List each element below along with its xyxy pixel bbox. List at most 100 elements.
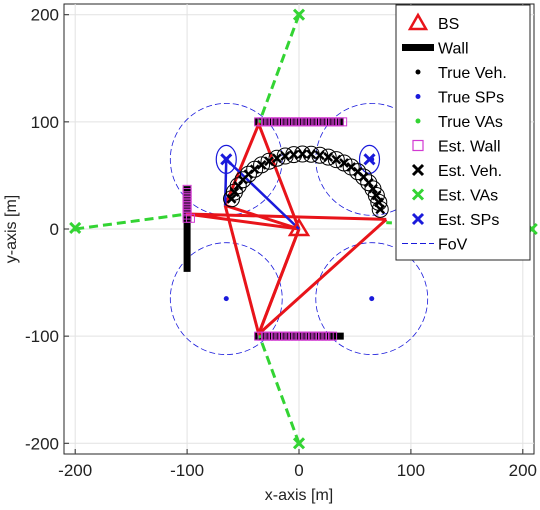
- true-veh-marker: [378, 207, 382, 211]
- y-axis-label: y-axis [m]: [3, 195, 20, 263]
- legend-cross-stroke: [411, 212, 425, 226]
- legend-item-tveh: True Veh.: [415, 65, 507, 82]
- true-veh-marker: [230, 197, 234, 201]
- va-path-top: [257, 14, 301, 125]
- true-veh-marker: [275, 156, 279, 160]
- path-los: [224, 203, 300, 231]
- x-tick-label: 0: [294, 461, 303, 480]
- true-veh-marker: [236, 184, 240, 188]
- legend-label: True VAs: [438, 114, 503, 131]
- y-tick-label: 0: [50, 220, 59, 239]
- est-sp-marker: [363, 153, 376, 166]
- legend-item-tva: True VAs: [415, 114, 503, 131]
- x-tick-label: -100: [170, 461, 204, 480]
- true-veh-marker: [283, 154, 287, 158]
- true-veh-marker: [241, 178, 245, 182]
- est-wall-marker: [338, 117, 348, 127]
- legend-item-ewall: Est. Wall: [412, 139, 501, 156]
- veh-uncertainty-circle: [253, 156, 271, 174]
- true-veh-marker: [349, 165, 353, 169]
- true-veh-marker: [362, 175, 366, 179]
- true-veh-marker: [377, 200, 381, 204]
- y-tick-label: 200: [31, 6, 59, 25]
- true-veh-marker: [292, 153, 296, 157]
- legend-item-tsp: True SPs: [415, 90, 504, 107]
- legend-est-wall-icon: [412, 139, 424, 152]
- est-wall-marker: [328, 331, 338, 341]
- legend-label: Est. Wall: [438, 139, 501, 156]
- true-veh-marker: [246, 172, 250, 176]
- x-axis-label: x-axis [m]: [265, 487, 333, 504]
- true-veh-marker: [253, 167, 257, 171]
- legend-item-fov: FoV: [402, 237, 468, 254]
- legend-true-va-icon: [415, 118, 421, 124]
- true-veh-marker: [371, 187, 375, 191]
- cross-stroke: [363, 153, 376, 166]
- y-tick-label: -200: [25, 434, 59, 453]
- legend-item-wall: Wall: [402, 41, 469, 58]
- legend-true-veh-icon: [415, 69, 421, 75]
- cross-stroke: [292, 437, 306, 450]
- path-bottom-right: [257, 218, 388, 336]
- est-wall-marker: [185, 213, 195, 223]
- veh-uncertainty-circle: [360, 174, 378, 192]
- veh-uncertainty-circle: [349, 163, 367, 181]
- est-sp-marker: [220, 153, 233, 166]
- bs-marker: [287, 217, 311, 237]
- legend-cross-stroke: [411, 163, 425, 177]
- veh-uncertainty-circle: [342, 158, 360, 176]
- x-tick-label: -200: [58, 461, 92, 480]
- true-veh-marker: [309, 152, 313, 156]
- legend-item-eveh: Est. Veh.: [411, 163, 502, 180]
- est-va-marker: [69, 221, 82, 234]
- fov-circle: [315, 242, 429, 355]
- legend-label: True Veh.: [438, 65, 507, 82]
- true-veh-marker: [374, 193, 378, 197]
- legend-item-eva: Est. VAs: [411, 188, 498, 205]
- true-sp-marker: [223, 296, 229, 302]
- true-veh-marker: [300, 152, 304, 156]
- true-veh-marker: [318, 153, 322, 157]
- legend-item-bs: BS: [407, 12, 459, 33]
- legend-item-esp: Est. SPs: [411, 212, 499, 229]
- veh-uncertainty-circle: [327, 151, 345, 169]
- cross-stroke: [292, 8, 306, 21]
- legend-label: Est. VAs: [438, 188, 498, 205]
- legend-true-sp-icon: [415, 94, 421, 99]
- va-path-bottom: [257, 333, 301, 444]
- veh-uncertainty-circle: [239, 165, 257, 183]
- fov-circle: [169, 242, 283, 355]
- veh-uncertainty-circle: [229, 177, 247, 195]
- true-veh-marker: [367, 181, 371, 185]
- true-veh-marker: [232, 190, 236, 194]
- legend-bs-icon: [407, 12, 429, 31]
- legend-label: Est. SPs: [438, 212, 499, 229]
- veh-uncertainty-circle: [355, 168, 373, 186]
- legend-label: Wall: [438, 41, 469, 58]
- true-sp-marker: [369, 296, 375, 302]
- cross-stroke: [69, 221, 82, 234]
- true-veh-marker: [326, 155, 330, 159]
- est-wall-marker: [182, 184, 192, 194]
- true-veh-marker: [267, 159, 271, 163]
- y-tick-label: -100: [25, 327, 59, 346]
- x-tick-label: 200: [509, 461, 537, 480]
- legend-cross-stroke: [411, 188, 425, 201]
- sp-ellipse: [358, 144, 381, 174]
- veh-uncertainty-circle: [260, 152, 278, 170]
- cross-stroke: [220, 153, 233, 166]
- legend-label: True SPs: [438, 90, 504, 107]
- veh-uncertainty-circle: [234, 171, 252, 189]
- true-veh-marker: [260, 163, 264, 167]
- true-veh-marker: [342, 161, 346, 165]
- legend-label: FoV: [438, 237, 468, 254]
- y-tick-label: 100: [31, 113, 59, 132]
- va-path-left: [74, 212, 188, 231]
- veh-uncertainty-circle: [268, 149, 286, 167]
- x-tick-label: 100: [397, 461, 425, 480]
- true-veh-marker: [356, 170, 360, 174]
- est-va-marker: [292, 437, 306, 450]
- est-va-marker: [292, 8, 306, 21]
- legend-label: Est. Veh.: [438, 163, 502, 180]
